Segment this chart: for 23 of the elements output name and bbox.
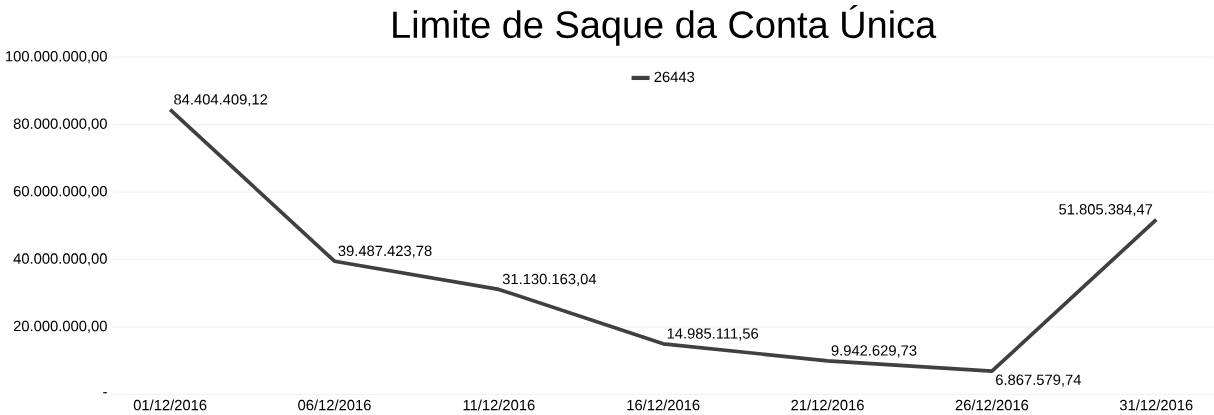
data-label: 51.805.384,47 [1059,203,1153,217]
y-tick-label: 60.000.000,00 [13,185,107,198]
x-tick-label: 31/12/2016 [1119,399,1193,411]
x-tick-label: 11/12/2016 [463,399,535,411]
chart-title: Limite de Saque da Conta Única [393,4,937,46]
data-label: 39.487.423,78 [338,245,432,258]
data-label: 9.942.629,73 [831,345,917,358]
y-tick-label: - [103,392,107,394]
x-tick-label: 01/12/2016 [133,399,207,411]
line-series [168,107,1159,373]
data-label: 31.130.163,04 [502,273,597,286]
data-label: 6.867.579,74 [996,374,1081,387]
y-tick-label: 20.000.000,00 [13,320,107,333]
y-tick-label: 40.000.000,00 [13,253,107,266]
x-tick-label: 21/12/2016 [791,399,864,411]
data-label: 14.985.111,56 [667,328,759,341]
y-tick-label: 100.000.000,00 [6,50,107,64]
x-tick-label: 16/12/2016 [627,399,700,411]
x-tick-label: 06/12/2016 [298,399,371,411]
legend-label: 26443 [654,71,695,83]
x-tick-label: 26/12/2016 [955,399,1029,411]
data-label: 84.404.409,12 [174,94,268,107]
y-tick-label: 80.000.000,00 [13,118,107,131]
